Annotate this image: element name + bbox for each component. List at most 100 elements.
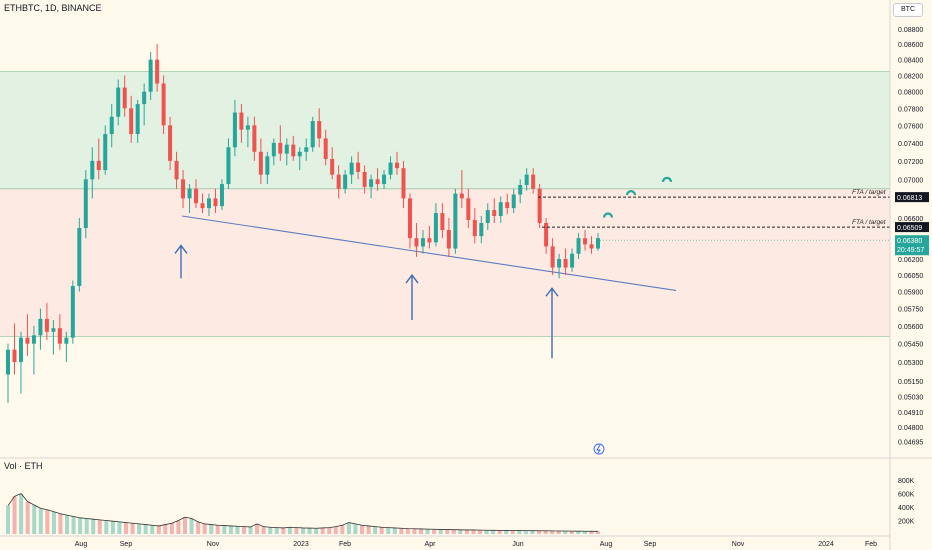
candle xyxy=(472,208,477,244)
price-tick-label: 0.07600 xyxy=(898,123,923,130)
candle xyxy=(557,253,562,279)
candle xyxy=(531,168,536,194)
volume-bar xyxy=(248,526,253,534)
candle-body xyxy=(271,142,276,157)
volume-bar xyxy=(425,529,430,534)
candle-body xyxy=(284,144,289,154)
candle-body xyxy=(511,194,516,209)
candle xyxy=(349,156,354,185)
candle xyxy=(407,193,412,249)
candle xyxy=(291,135,296,161)
candle xyxy=(258,138,263,185)
candle-body xyxy=(213,198,218,207)
candle-body xyxy=(239,112,244,130)
time-tick-label: 2024 xyxy=(818,541,834,548)
candle xyxy=(271,138,276,166)
volume-bar xyxy=(556,530,561,534)
candle-body xyxy=(51,328,56,332)
candle-body xyxy=(109,116,114,135)
volume-bar xyxy=(287,527,292,534)
price-tick-label: 0.06600 xyxy=(898,216,923,223)
currency-button[interactable]: BTC xyxy=(893,3,923,17)
volume-bar xyxy=(576,531,581,534)
candle-body xyxy=(148,59,153,92)
arc-marker-icon xyxy=(602,212,614,218)
candle xyxy=(116,79,121,126)
volume-bar xyxy=(392,527,397,534)
candle xyxy=(57,314,62,350)
time-tick-label: Nov xyxy=(207,541,220,548)
candle-body xyxy=(206,198,211,209)
candle-body xyxy=(343,174,348,189)
volume-bar xyxy=(340,525,345,534)
volume-title: Vol · ETH xyxy=(4,461,43,471)
volume-bar xyxy=(445,529,450,534)
volume-bar xyxy=(71,516,76,534)
candle-body xyxy=(459,193,464,199)
price-tick-label: 0.05300 xyxy=(898,360,923,367)
candle xyxy=(427,225,432,249)
candle xyxy=(103,125,108,175)
volume-bar xyxy=(359,525,365,534)
volume-bar xyxy=(222,525,227,534)
candle-body xyxy=(414,238,419,247)
candle xyxy=(265,151,270,185)
volume-bar xyxy=(150,525,155,534)
candle-body xyxy=(401,168,406,199)
volume-bar xyxy=(471,529,476,534)
candle-body xyxy=(200,203,205,209)
volume-bar xyxy=(189,518,194,534)
volume-bar xyxy=(497,530,502,534)
candle-body xyxy=(278,142,283,154)
volume-bar xyxy=(464,529,469,534)
candle-body xyxy=(5,349,11,375)
volume-bar xyxy=(418,528,424,534)
price-tick-label: 0.08800 xyxy=(898,27,923,34)
candle-body xyxy=(310,121,315,148)
candle xyxy=(278,125,283,161)
candle xyxy=(64,331,69,362)
candle xyxy=(213,188,218,214)
candle xyxy=(550,238,555,276)
candle xyxy=(323,129,328,166)
candle xyxy=(252,116,257,161)
candle-body xyxy=(129,108,134,135)
price-tick-label: 0.08200 xyxy=(898,73,923,80)
volume-bar xyxy=(523,530,528,534)
candle-body xyxy=(356,162,361,172)
candle xyxy=(375,168,380,191)
candle xyxy=(369,174,374,199)
candle xyxy=(284,138,289,166)
candle xyxy=(563,248,568,276)
volume-bar xyxy=(202,523,207,534)
price-tick-label: 0.06050 xyxy=(898,273,923,280)
volume-bar xyxy=(137,523,142,534)
candle-body xyxy=(304,147,309,152)
candle-body xyxy=(382,174,387,185)
arrow-head xyxy=(405,273,419,284)
arrow-head xyxy=(174,244,188,254)
volume-bar xyxy=(130,523,135,534)
volume-bar xyxy=(123,522,129,534)
candle-body xyxy=(485,210,490,223)
volume-bar xyxy=(235,526,240,534)
price-tick-label: 0.04800 xyxy=(898,425,923,432)
candle-body xyxy=(90,160,95,180)
candle xyxy=(135,99,140,143)
candle xyxy=(83,170,88,239)
price-tick-label: 0.05900 xyxy=(898,290,923,297)
volume-bar xyxy=(274,527,279,534)
volume-bar xyxy=(353,523,358,534)
price-tick-label: 0.08000 xyxy=(898,90,923,97)
candle-body xyxy=(505,202,510,209)
candle xyxy=(38,308,43,350)
candle xyxy=(485,203,490,231)
volume-bar xyxy=(510,530,515,534)
arrow-head xyxy=(545,287,559,297)
volume-bar xyxy=(307,528,312,534)
candle xyxy=(440,203,445,239)
time-tick-label: Feb xyxy=(865,541,877,548)
volume-bar xyxy=(412,528,417,534)
volume-bar xyxy=(451,529,456,534)
